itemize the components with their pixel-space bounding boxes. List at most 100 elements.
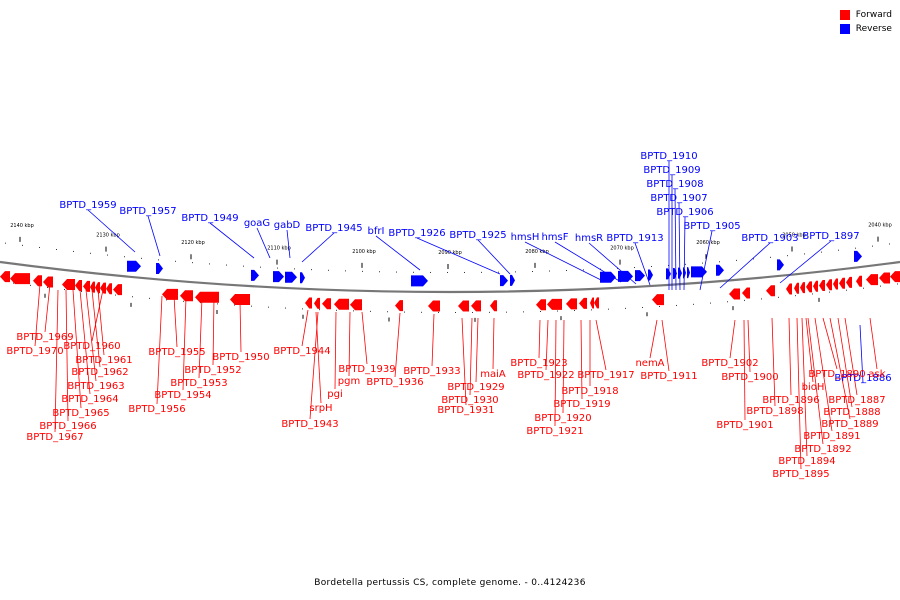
gene-label[interactable]: BPTD_1909 [643, 165, 700, 176]
gene-reverse[interactable] [648, 269, 653, 281]
gene-forward[interactable] [819, 279, 825, 291]
gene-forward[interactable] [90, 281, 95, 293]
gene-forward[interactable] [490, 300, 497, 312]
gene-label[interactable]: BPTD_1886 [834, 373, 891, 384]
gene-reverse[interactable] [285, 271, 297, 283]
gene-forward[interactable] [10, 273, 30, 285]
gene-forward[interactable] [846, 276, 852, 288]
gene-forward[interactable] [879, 272, 890, 284]
gene-reverse[interactable] [127, 260, 141, 272]
gene-forward[interactable] [590, 297, 594, 309]
gene-label[interactable]: hmsH [511, 232, 540, 243]
gene-label[interactable]: BPTD_1900 [721, 372, 778, 383]
gene-forward[interactable] [833, 278, 838, 290]
gene-label[interactable]: BPTD_1897 [802, 231, 859, 242]
gene-reverse[interactable] [777, 259, 784, 271]
gene-label[interactable]: BPTD_1919 [553, 399, 610, 410]
gene-label[interactable]: BPTD_1929 [447, 382, 504, 393]
gene-label[interactable]: BPTD_1901 [716, 420, 773, 431]
gene-label[interactable]: BPTD_1931 [437, 405, 494, 416]
gene-reverse[interactable] [666, 268, 671, 280]
gene-reverse[interactable] [510, 274, 515, 286]
gene-label[interactable]: BPTD_1898 [746, 406, 803, 417]
gene-reverse[interactable] [673, 268, 677, 279]
gene-forward[interactable] [75, 280, 82, 292]
gene-label[interactable]: BPTD_1939 [338, 364, 395, 375]
gene-label[interactable]: BPTD_1965 [52, 408, 109, 419]
gene-label[interactable]: BPTD_1892 [794, 444, 851, 455]
gene-forward[interactable] [794, 282, 799, 294]
gene-label[interactable]: BPTD_1890 [808, 369, 865, 380]
gene-forward[interactable] [547, 298, 562, 310]
gene-label[interactable]: goaG [244, 218, 270, 229]
gene-forward[interactable] [62, 278, 75, 290]
gene-forward[interactable] [334, 298, 349, 310]
gene-forward[interactable] [113, 284, 122, 296]
gene-label[interactable]: BPTD_1964 [61, 394, 118, 405]
gene-forward[interactable] [230, 293, 250, 305]
gene-forward[interactable] [395, 300, 403, 312]
gene-reverse[interactable] [854, 250, 862, 262]
gene-forward[interactable] [428, 300, 440, 312]
gene-label[interactable]: BPTD_1962 [71, 367, 128, 378]
gene-label[interactable]: BPTD_1920 [534, 413, 591, 424]
gene-reverse[interactable] [273, 271, 284, 283]
gene-label[interactable]: srpH [309, 403, 332, 414]
gene-label[interactable]: BPTD_1905 [683, 221, 740, 232]
gene-label[interactable]: pgm [338, 376, 360, 387]
gene-label[interactable]: bfrI [368, 226, 385, 237]
gene-forward[interactable] [106, 283, 112, 295]
gene-forward[interactable] [536, 299, 546, 311]
gene-label[interactable]: bioH [802, 382, 825, 393]
gene-forward[interactable] [43, 276, 53, 288]
gene-forward[interactable] [766, 285, 775, 297]
gene-label[interactable]: BPTD_1903 [741, 233, 798, 244]
gene-label[interactable]: BPTD_1956 [128, 404, 185, 415]
gene-label[interactable]: BPTD_1917 [577, 370, 634, 381]
gene-label[interactable]: BPTD_1969 [16, 332, 73, 343]
gene-forward[interactable] [322, 298, 331, 310]
gene-forward[interactable] [305, 297, 312, 309]
gene-label[interactable]: BPTD_1891 [803, 431, 860, 442]
gene-forward[interactable] [826, 279, 832, 291]
gene-forward[interactable] [180, 290, 193, 302]
gene-label[interactable]: BPTD_1911 [640, 371, 697, 382]
gene-forward[interactable] [100, 282, 106, 294]
gene-forward[interactable] [458, 300, 469, 312]
gene-forward[interactable] [813, 280, 818, 292]
gene-label[interactable]: gabD [274, 220, 301, 231]
gene-label[interactable]: BPTD_1913 [606, 233, 663, 244]
gene-label[interactable]: BPTD_1894 [778, 456, 835, 467]
gene-label[interactable]: BPTD_1930 [441, 395, 498, 406]
gene-label[interactable]: BPTD_1923 [510, 358, 567, 369]
gene-label[interactable]: hmsF [541, 232, 568, 243]
gene-label[interactable]: BPTD_1949 [181, 213, 238, 224]
gene-forward[interactable] [95, 282, 100, 294]
gene-reverse[interactable] [600, 271, 616, 283]
gene-label[interactable]: BPTD_1966 [39, 421, 96, 432]
gene-label[interactable]: BPTD_1960 [63, 341, 120, 352]
gene-forward[interactable] [800, 282, 805, 294]
gene-label[interactable]: BPTD_1889 [821, 419, 878, 430]
gene-label[interactable]: BPTD_1955 [148, 347, 205, 358]
gene-reverse[interactable] [156, 262, 163, 274]
gene-forward[interactable] [0, 271, 10, 283]
gene-label[interactable]: BPTD_1918 [561, 386, 618, 397]
gene-label[interactable]: BPTD_1908 [646, 179, 703, 190]
gene-forward[interactable] [729, 288, 740, 300]
gene-label[interactable]: BPTD_1943 [281, 419, 338, 430]
gene-forward[interactable] [33, 275, 42, 287]
gene-label[interactable]: BPTD_1961 [75, 355, 132, 366]
gene-label[interactable]: pgi [327, 389, 342, 400]
gene-forward[interactable] [471, 300, 481, 312]
gene-label[interactable]: BPTD_1922 [517, 370, 574, 381]
gene-label[interactable]: hmsR [575, 233, 603, 244]
gene-label[interactable]: BPTD_1952 [184, 365, 241, 376]
gene-label[interactable]: BPTD_1906 [656, 207, 713, 218]
gene-forward[interactable] [742, 287, 750, 299]
gene-forward[interactable] [866, 274, 878, 286]
gene-label[interactable]: BPTD_1887 [828, 395, 885, 406]
gene-forward[interactable] [350, 299, 362, 311]
gene-reverse[interactable] [251, 269, 259, 281]
gene-label[interactable]: BPTD_1933 [403, 366, 460, 377]
